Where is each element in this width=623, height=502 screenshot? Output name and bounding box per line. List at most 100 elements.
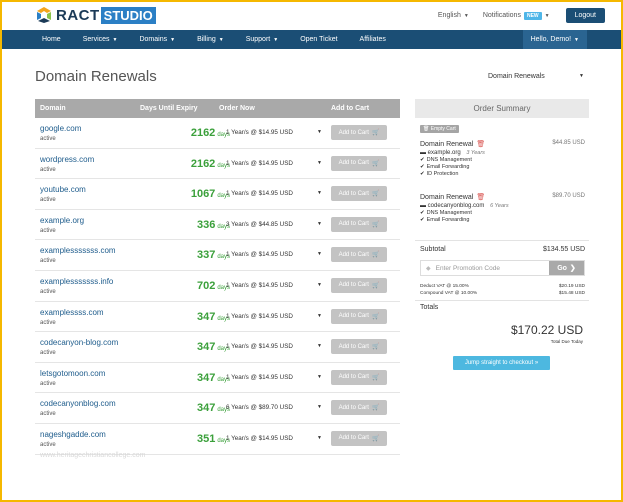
renewal-period-select[interactable]: 1 Year/s @ $14.95 USD ▼ (226, 251, 322, 258)
renewal-period-select[interactable]: 1 Year/s @ $14.95 USD ▼ (226, 435, 322, 442)
domain-status: active (40, 350, 56, 357)
renewal-period-select[interactable]: 3 Year/s @ $44.85 USD ▼ (226, 221, 322, 228)
feature-label: DNS Management (426, 157, 472, 163)
add-to-cart-button[interactable]: Add to Cart 🛒 (331, 308, 387, 324)
add-to-cart-label: Add to Cart (338, 160, 369, 167)
days-until-expiry: 336 days (155, 219, 230, 231)
renewal-period-select[interactable]: 1 Year/s @ $14.95 USD ▼ (226, 374, 322, 381)
days-number: 347 (196, 402, 216, 415)
renewal-period-select[interactable]: 1 Year/s @ $14.95 USD ▼ (226, 129, 322, 136)
chevron-down-icon: ▼ (317, 220, 322, 227)
watermark: www.heritagechristiancollege.com (40, 452, 146, 459)
renewal-period-select[interactable]: 6 Year/s @ $89.70 USD ▼ (226, 404, 322, 411)
chevron-down-icon: ▼ (317, 129, 322, 135)
total-due-label: Total Due Today (550, 339, 583, 344)
renewal-period-select[interactable]: 1 Year/s @ $14.95 USD ▼ (226, 282, 322, 289)
domain-link[interactable]: google.com (40, 124, 82, 133)
subtotal-row: Subtotal $134.55 USD (420, 246, 585, 253)
checkout-button[interactable]: Jump straight to checkout » (453, 356, 550, 370)
nav-item-services[interactable]: Services ▼ (72, 36, 129, 43)
nav-item-support[interactable]: Support ▼ (235, 36, 289, 43)
add-to-cart-button[interactable]: Add to Cart 🛒 (331, 400, 387, 416)
days-until-expiry: 702 days (155, 280, 230, 292)
add-to-cart-button[interactable]: Add to Cart 🛒 (331, 247, 387, 263)
nav-label: Open Ticket (300, 36, 338, 43)
promo-code-input[interactable]: ◆ Enter Promotion Code (421, 261, 549, 275)
chevron-down-icon: ▼ (463, 12, 469, 19)
empty-cart-label: Empty Cart (430, 126, 456, 132)
add-to-cart-button[interactable]: Add to Cart 🛒 (331, 277, 387, 293)
domain-status: active (40, 166, 56, 173)
domain-link[interactable]: example.org (40, 215, 85, 225)
days-until-expiry: 337 days (155, 249, 230, 261)
promo-go-button[interactable]: Go ❯ (549, 261, 584, 275)
language-selector[interactable]: English ▼ (438, 12, 469, 19)
domain-link[interactable]: examplesssssss.info (40, 276, 114, 286)
table-header: Domain Days Until Expiry Order Now Add t… (35, 99, 400, 118)
domain-link[interactable]: letsgotomoon.com (40, 368, 106, 378)
domain-link[interactable]: codecanyonblog.com (40, 399, 116, 409)
add-to-cart-button[interactable]: Add to Cart 🛒 (331, 186, 387, 202)
days-unit: days (217, 254, 230, 261)
nav-item-home[interactable]: Home (31, 36, 72, 43)
days-number: 347 (196, 371, 216, 384)
user-menu[interactable]: Hello, Demo! ▼ (522, 30, 587, 49)
top-right-menu: English ▼ Notifications NEW ▼ Logout (424, 8, 605, 23)
add-to-cart-label: Add to Cart (338, 221, 369, 228)
column-header-add: Add to Cart (331, 105, 370, 112)
table-row: codecanyon-blog.com active 347 days 1 Yea… (35, 332, 400, 363)
add-to-cart-button[interactable]: Add to Cart 🛒 (331, 369, 387, 385)
add-to-cart-label: Add to Cart (338, 313, 369, 320)
nav-item-billing[interactable]: Billing ▼ (186, 36, 235, 43)
nav-item-open-ticket[interactable]: Open Ticket (289, 36, 348, 43)
add-to-cart-button[interactable]: Add to Cart 🛒 (331, 430, 387, 446)
add-to-cart-button[interactable]: Add to Cart 🛒 (331, 216, 387, 232)
add-to-cart-label: Add to Cart (338, 282, 369, 289)
table-row: nageshgadde.com active 351 days 1 Year/s … (35, 424, 400, 455)
domain-link[interactable]: youtube.com (40, 185, 86, 195)
renewal-period-value: 1 Year/s @ $14.95 USD (226, 159, 293, 167)
page-title: Domain Renewals (35, 68, 157, 85)
domain-status: active (40, 197, 56, 204)
logo-text: RACT (56, 6, 100, 24)
page-view-select[interactable]: Domain Renewals ▼ (488, 73, 584, 80)
add-to-cart-button[interactable]: Add to Cart 🛒 (331, 339, 387, 355)
remove-item-icon[interactable]: 🗑 (476, 141, 486, 148)
days-number: 336 (196, 218, 216, 231)
notifications-menu[interactable]: Notifications NEW ▼ (483, 11, 550, 20)
logout-button[interactable]: Logout (565, 8, 605, 23)
domain-link[interactable]: examplesssssss.com (40, 246, 116, 256)
days-until-expiry: 2162 days (155, 158, 230, 170)
add-to-cart-button[interactable]: Add to Cart 🛒 (331, 125, 387, 140)
add-to-cart-button[interactable]: Add to Cart 🛒 (331, 155, 387, 171)
chevron-down-icon: ▼ (317, 404, 322, 411)
domain-link[interactable]: codecanyon-blog.com (40, 338, 119, 348)
tag-icon: ◆ (426, 265, 431, 272)
chevron-down-icon: ▼ (218, 36, 224, 43)
check-icon: ✔ (420, 164, 425, 170)
renewal-period-select[interactable]: 1 Year/s @ $14.95 USD ▼ (226, 343, 322, 350)
nav-item-affiliates[interactable]: Affiliates (349, 36, 397, 43)
add-to-cart-label: Add to Cart (338, 374, 369, 381)
domain-link[interactable]: examplessss.com (40, 307, 104, 317)
domain-link[interactable]: wordpress.com (40, 154, 95, 164)
days-until-expiry: 347 days (155, 372, 230, 384)
vat-value: $20.19 USD (558, 284, 585, 289)
renewal-period-select[interactable]: 1 Year/s @ $14.95 USD ▼ (226, 313, 322, 320)
chevron-down-icon: ▼ (574, 36, 579, 43)
logo-mark-icon (37, 7, 51, 23)
nav-label: Billing (197, 36, 216, 43)
remove-item-icon[interactable]: 🗑 (476, 194, 486, 201)
table-row: example.org active 336 days 3 Year/s @ $4… (35, 210, 400, 241)
domain-link[interactable]: nageshgadde.com (40, 429, 106, 439)
renewal-period-select[interactable]: 1 Year/s @ $14.95 USD ▼ (226, 160, 322, 167)
days-unit: days (217, 407, 230, 414)
empty-cart-button[interactable]: 🗑 Empty Cart (420, 125, 459, 133)
chevron-down-icon: ▼ (317, 281, 322, 288)
domain-status: active (40, 380, 56, 387)
renewal-period-select[interactable]: 1 Year/s @ $14.95 USD ▼ (226, 190, 322, 197)
column-header-order: Order Now (219, 105, 255, 112)
nav-item-domains[interactable]: Domains ▼ (128, 36, 186, 43)
logo[interactable]: RACT STUDIO (35, 6, 156, 24)
renewal-period-value: 1 Year/s @ $14.95 USD (226, 251, 293, 259)
